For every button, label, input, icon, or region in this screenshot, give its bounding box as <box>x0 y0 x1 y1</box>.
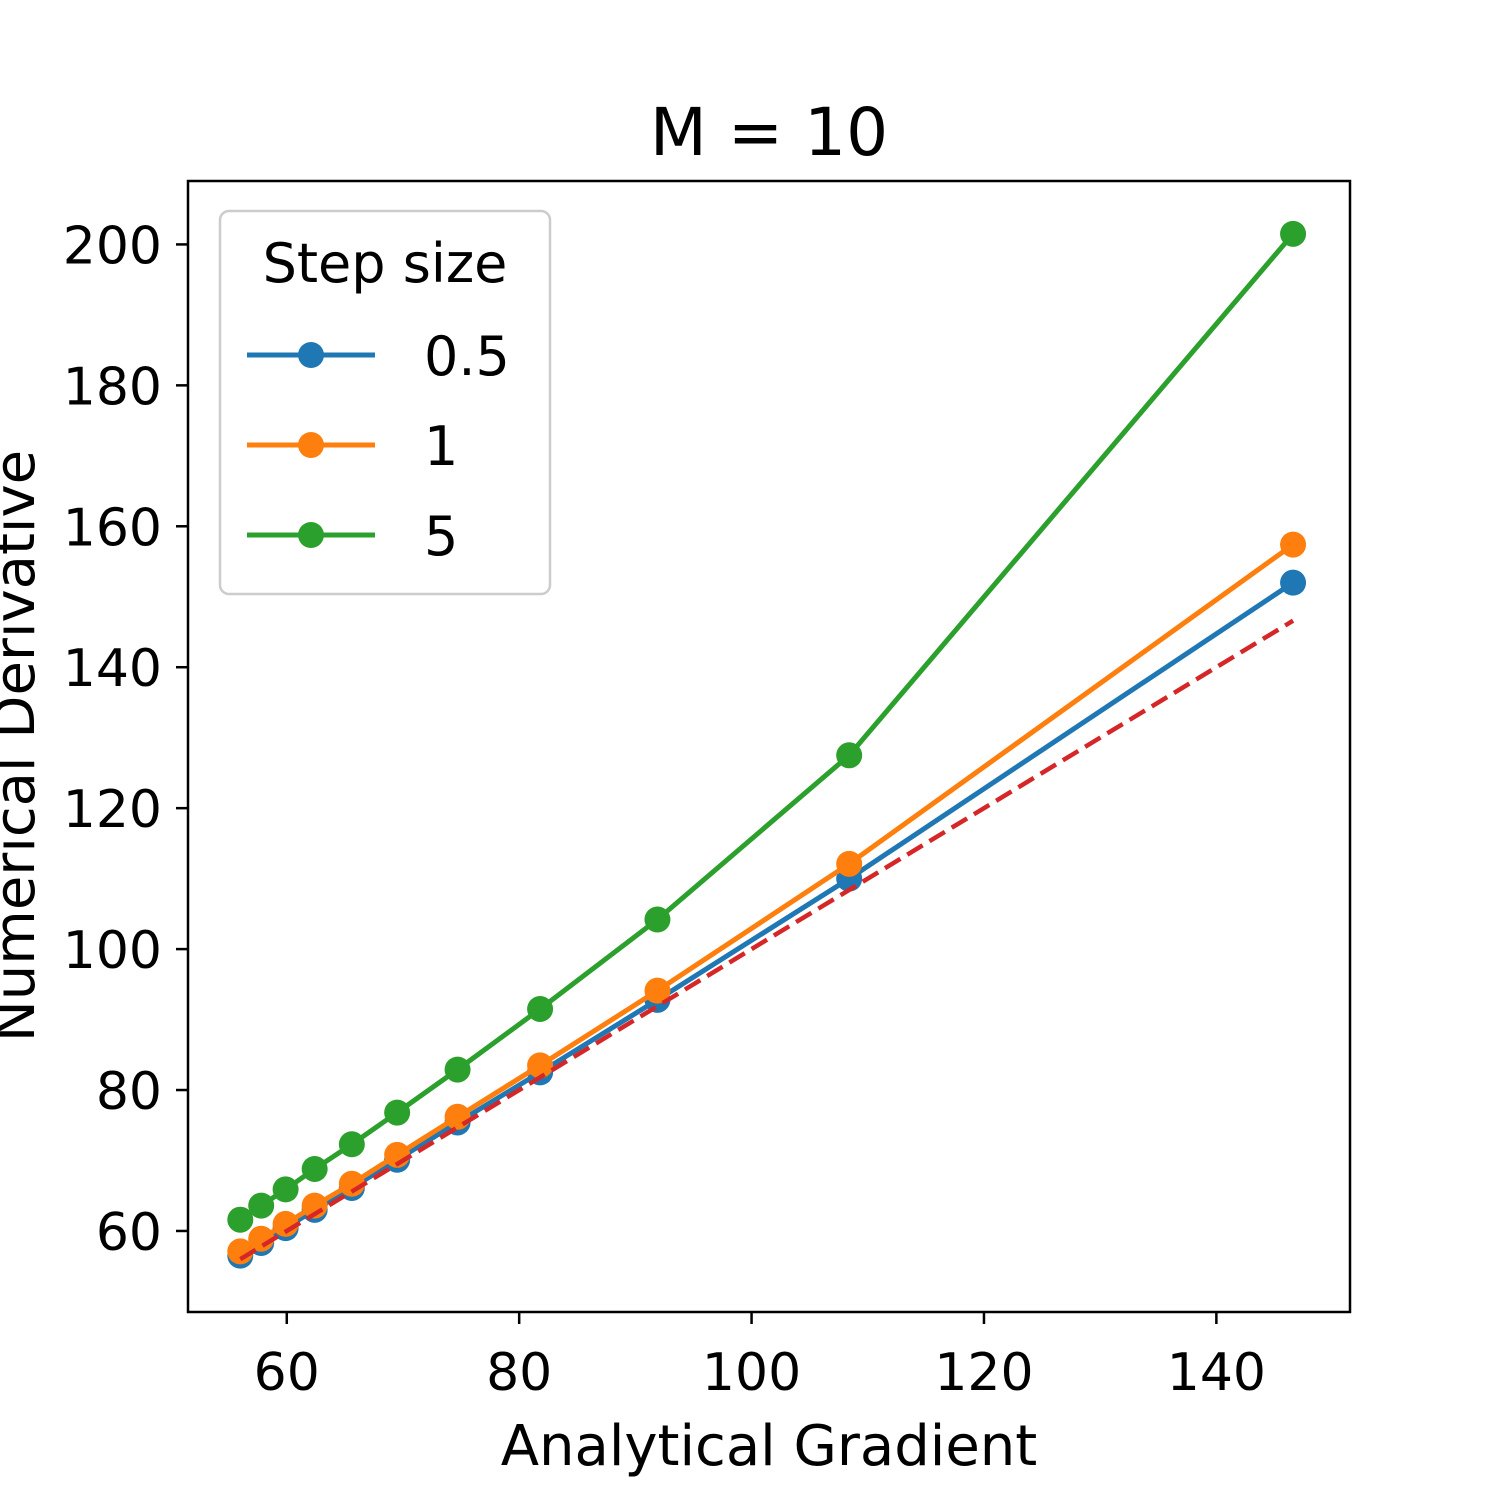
legend-title: Step size <box>263 232 508 295</box>
legend-label-5: 5 <box>424 505 458 568</box>
series-point-1-8 <box>644 977 671 1004</box>
series-point-1-7 <box>527 1052 554 1079</box>
y-tick-label-3: 120 <box>63 780 162 840</box>
y-axis-label: Numerical Derivative <box>0 450 48 1042</box>
y-tick-label-7: 200 <box>63 216 162 276</box>
series-point-5-5 <box>384 1099 411 1126</box>
x-tick-label-0: 60 <box>254 1343 320 1403</box>
series-point-5-3 <box>301 1155 328 1182</box>
series-point-5-10 <box>1280 220 1307 247</box>
plot-area <box>227 220 1307 1269</box>
series-point-5-2 <box>272 1176 299 1203</box>
reference-line <box>239 618 1295 1262</box>
x-tick-label-4: 140 <box>1167 1343 1266 1403</box>
legend: Step size 0.5 1 5 <box>218 209 552 596</box>
legend-marker-5 <box>298 522 324 548</box>
series-point-1-2 <box>272 1210 299 1237</box>
plot-frame <box>186 179 1352 1314</box>
legend-label-1: 1 <box>424 415 458 478</box>
series-point-1-0 <box>227 1238 254 1265</box>
series-point-1-10 <box>1280 531 1307 558</box>
y-tick-label-6: 180 <box>63 357 162 417</box>
y-tick-label-2: 100 <box>63 921 162 981</box>
series-point-0.5-10 <box>1280 569 1307 596</box>
series-point-5-4 <box>338 1131 365 1158</box>
y-tick-label-5: 160 <box>63 498 162 558</box>
x-tick-label-3: 120 <box>934 1343 1033 1403</box>
legend-marker-1 <box>298 432 324 458</box>
series-point-5-1 <box>248 1192 275 1219</box>
series-point-5-6 <box>444 1056 471 1083</box>
series-point-1-9 <box>836 850 863 877</box>
series-point-1-4 <box>338 1170 365 1197</box>
y-tick-label-0: 60 <box>96 1203 162 1263</box>
axes: 60 80 100 120 140 60 80 100 120 140 160 180 200 <box>63 216 1266 1403</box>
series-point-1-1 <box>248 1225 275 1252</box>
y-tick-label-1: 80 <box>96 1062 162 1122</box>
chart-title: M = 10 <box>650 94 888 171</box>
legend-box <box>218 209 552 596</box>
x-tick-label-1: 80 <box>486 1343 552 1403</box>
series-point-5-9 <box>836 742 863 769</box>
x-tick-label-2: 100 <box>702 1343 801 1403</box>
legend-marker-0.5 <box>298 342 324 368</box>
series-point-5-0 <box>227 1206 254 1233</box>
series-point-5-8 <box>644 906 671 933</box>
series-point-1-6 <box>444 1103 471 1130</box>
y-tick-label-4: 140 <box>63 639 162 699</box>
legend-label-0.5: 0.5 <box>424 325 510 388</box>
x-axis-label: Analytical Gradient <box>501 1414 1038 1479</box>
series-point-5-7 <box>527 995 554 1022</box>
